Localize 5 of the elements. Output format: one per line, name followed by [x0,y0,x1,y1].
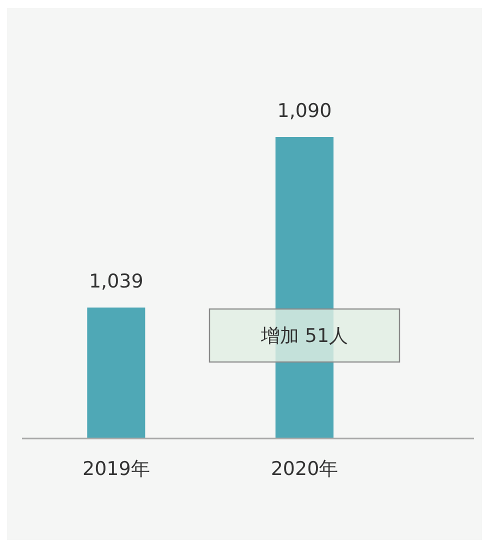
data-label: 1,090 [277,100,332,122]
data-label: 1,039 [88,270,144,293]
annotation: 增加 51人 [260,325,348,347]
x-tick-label: 2019年 [82,458,150,480]
x-tick-label: 2020年 [270,458,338,480]
